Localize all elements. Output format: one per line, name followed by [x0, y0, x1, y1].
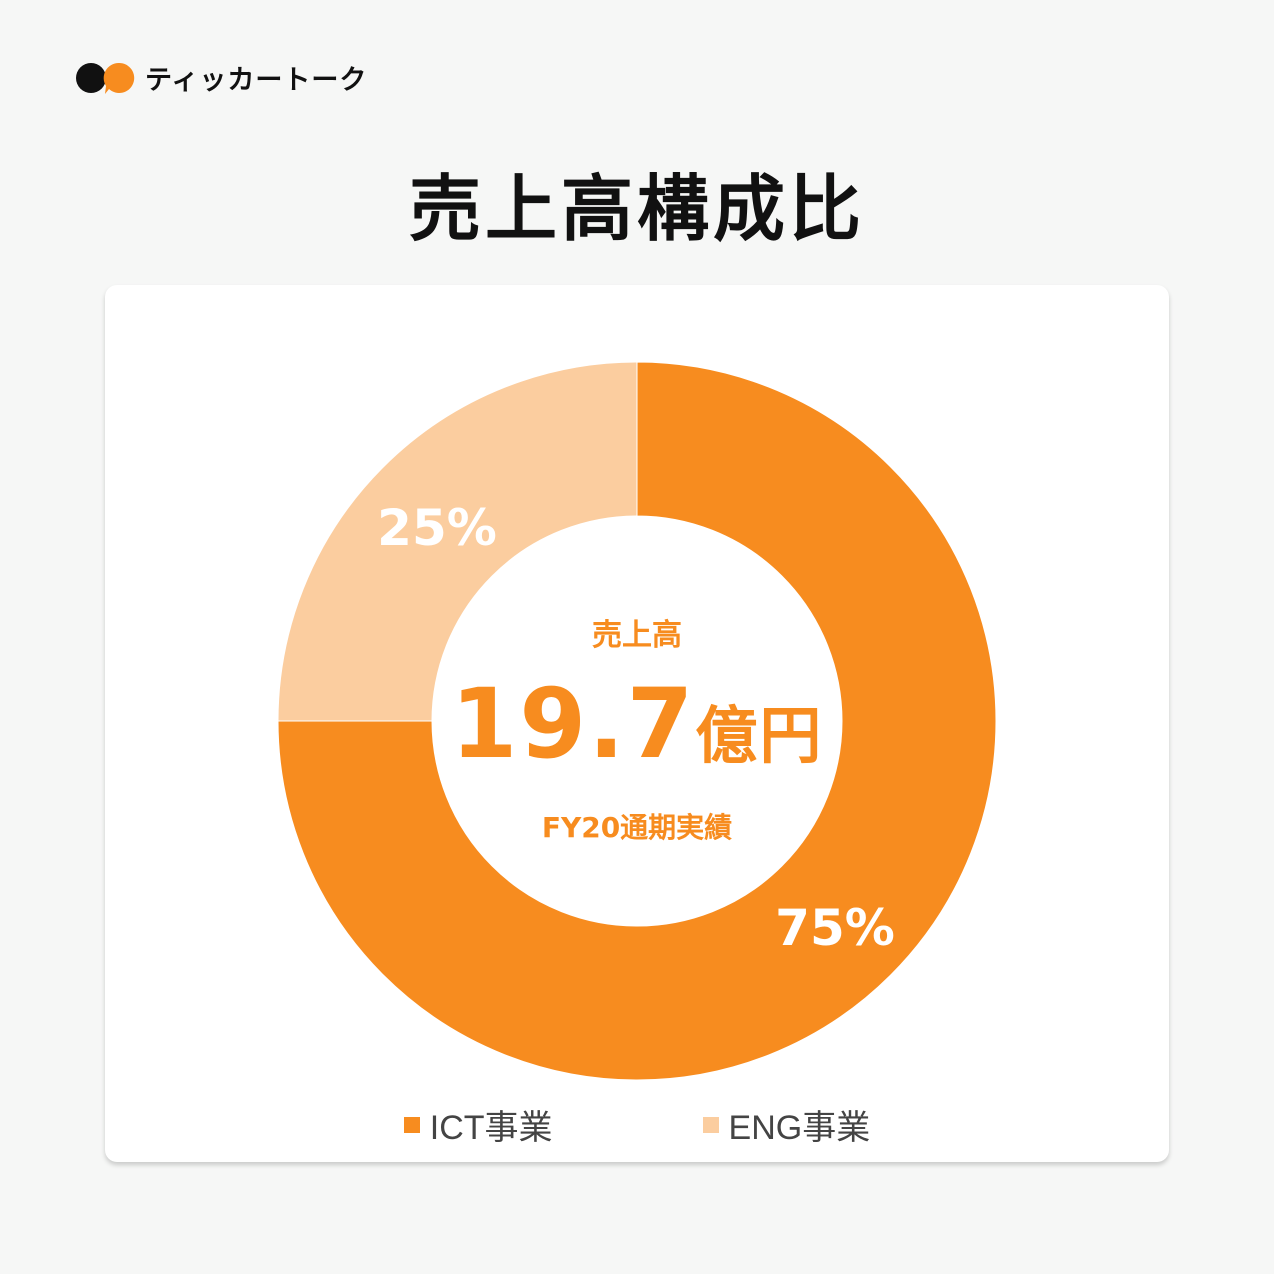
legend-item-eng[interactable]: ENG事業: [702, 1100, 871, 1149]
center-note: FY20通期実績: [541, 811, 733, 844]
center-value-unit: 億円: [695, 699, 824, 772]
center-value-number: 19.7: [450, 668, 696, 780]
slice-eng: [277, 361, 638, 722]
legend-label-ict: ICT事業: [429, 1109, 553, 1147]
legend-label-eng: ENG事業: [728, 1109, 871, 1147]
chart-legend: ICT事業 ENG事業: [0, 1100, 1274, 1149]
brand-logo: ティッカートーク: [75, 58, 367, 97]
center-title: 売上高: [592, 618, 682, 653]
legend-item-ict[interactable]: ICT事業: [403, 1100, 553, 1149]
legend-swatch-ict: [403, 1116, 420, 1133]
slice-label-ict: 75%: [775, 899, 895, 957]
legend-swatch-eng: [702, 1116, 719, 1133]
page-title: 売上高構成比: [408, 167, 865, 251]
slice-ict: [277, 361, 997, 1081]
brand-logo-icon: [76, 62, 135, 94]
slice-label-eng: 25%: [377, 499, 497, 557]
center-value: 19.7億円: [0, 668, 1274, 780]
brand-name: ティッカートーク: [145, 65, 368, 96]
